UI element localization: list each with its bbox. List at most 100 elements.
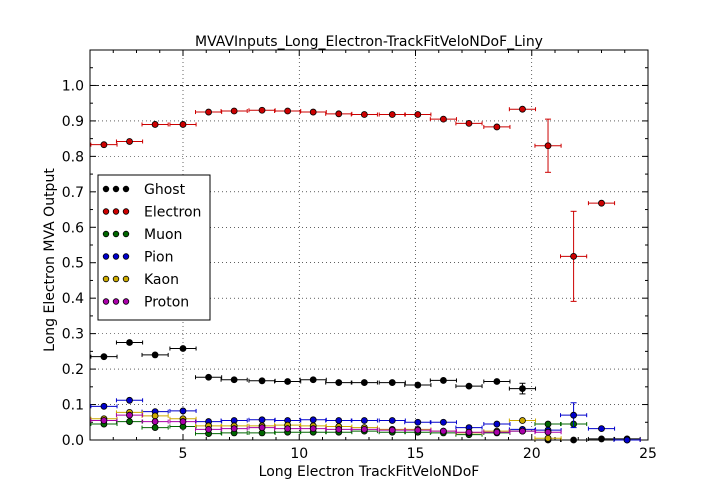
legend-marker-pion [112, 253, 120, 260]
series-pion [90, 396, 641, 444]
y-tick-label: 0.1 [62, 398, 84, 414]
proton-point [100, 417, 108, 424]
legend-marker-proton [112, 298, 120, 305]
pion-point [360, 417, 368, 424]
proton-point [544, 428, 552, 436]
pion-point [388, 417, 396, 424]
series-kaon [90, 408, 562, 442]
x-axis-label: Long Electron TrackFitVeloNDoF [259, 464, 480, 480]
pion-point [335, 417, 343, 424]
proton-point [519, 427, 526, 435]
ghost-point [126, 339, 133, 346]
proton-point [388, 426, 396, 434]
proton-point [151, 418, 159, 425]
ghost-point [360, 379, 368, 386]
legend-marker-electron [112, 208, 120, 215]
x-tick-label: 20 [523, 446, 541, 462]
legend-marker-ghost [122, 185, 130, 193]
electron-point [544, 142, 552, 150]
x-tick-label: 5 [179, 446, 188, 462]
legend-label-ghost: Ghost [144, 182, 186, 198]
y-tick-label: 0.8 [62, 149, 84, 165]
ghost-point [388, 379, 396, 386]
proton-point [335, 425, 343, 433]
proton-point [414, 426, 422, 434]
pion-point [100, 402, 108, 410]
chart-title: MVAVInputs_Long_Electron-TrackFitVeloNDo… [195, 34, 543, 50]
ghost-point [230, 376, 238, 384]
proton-point [205, 425, 212, 433]
legend-marker-electron [122, 208, 130, 215]
ghost-point [100, 353, 108, 361]
proton-point [284, 425, 292, 433]
ghost-point [570, 436, 577, 444]
ghost-point [151, 351, 159, 359]
electron-point [519, 105, 526, 113]
electron-point [179, 121, 187, 128]
electron-point [151, 121, 159, 128]
proton-point [360, 425, 368, 433]
y-tick-label: 0.5 [62, 256, 84, 272]
legend-marker-ghost [102, 185, 110, 193]
pion-point [493, 420, 501, 428]
legend-label-electron: Electron [144, 205, 201, 221]
legend-marker-ghost [112, 185, 120, 193]
ghost-point [598, 435, 605, 443]
ghost-point [414, 381, 422, 389]
electron-point [570, 252, 577, 260]
electron-point [205, 108, 212, 116]
electron-point [100, 141, 108, 149]
legend-marker-pion [102, 253, 110, 260]
legend-label-proton: Proton [144, 295, 189, 311]
ghost-point [284, 378, 292, 385]
legend-marker-pion [122, 253, 130, 260]
series-electron [90, 105, 641, 444]
kaon-point [519, 417, 526, 424]
legend-marker-muon [122, 230, 130, 238]
legend-marker-proton [102, 298, 110, 305]
y-tick-label: 0.4 [62, 291, 84, 307]
pion-point [179, 407, 187, 415]
legend-marker-kaon [112, 275, 120, 283]
proton-point [493, 428, 501, 436]
legend-label-kaon: Kaon [144, 272, 179, 288]
proton-point [465, 428, 473, 436]
electron-point [309, 108, 317, 116]
legend-label-muon: Muon [144, 227, 182, 243]
y-tick-label: 0.2 [62, 362, 84, 378]
electron-point [414, 111, 422, 118]
pion-point [598, 425, 605, 433]
ghost-point [258, 377, 266, 385]
legend-marker-muon [112, 230, 120, 238]
pion-point [414, 418, 422, 426]
electron-point [439, 115, 447, 123]
pion-point [309, 416, 317, 424]
y-tick-label: 0.3 [62, 327, 84, 343]
legend-label-pion: Pion [144, 250, 173, 266]
x-tick-label: 15 [407, 446, 425, 462]
ghost-point [205, 373, 212, 381]
y-axis-label: Long Electron MVA Output [42, 168, 58, 352]
legend-marker-kaon [102, 275, 110, 283]
electron-point [284, 107, 292, 115]
legend-frame [97, 174, 211, 321]
electron-point [493, 123, 501, 131]
kaon-point [151, 412, 159, 420]
pion-point [439, 418, 447, 426]
proton-point [230, 425, 238, 433]
ghost-point [519, 385, 526, 392]
y-tick-label: 1.0 [62, 78, 84, 94]
ghost-point [493, 378, 501, 385]
ghost-point [439, 377, 447, 384]
y-tick-label: 0.0 [62, 433, 84, 449]
legend-marker-muon [102, 230, 110, 238]
ghost-point [335, 379, 343, 386]
electron-point [598, 199, 605, 207]
proton-point [439, 427, 447, 435]
proton-point [179, 418, 187, 425]
electron-point [230, 107, 238, 115]
y-tick-label: 0.6 [62, 220, 84, 236]
series-proton [90, 411, 562, 436]
x-tick-label: 10 [290, 446, 308, 462]
pion-point [126, 396, 133, 404]
